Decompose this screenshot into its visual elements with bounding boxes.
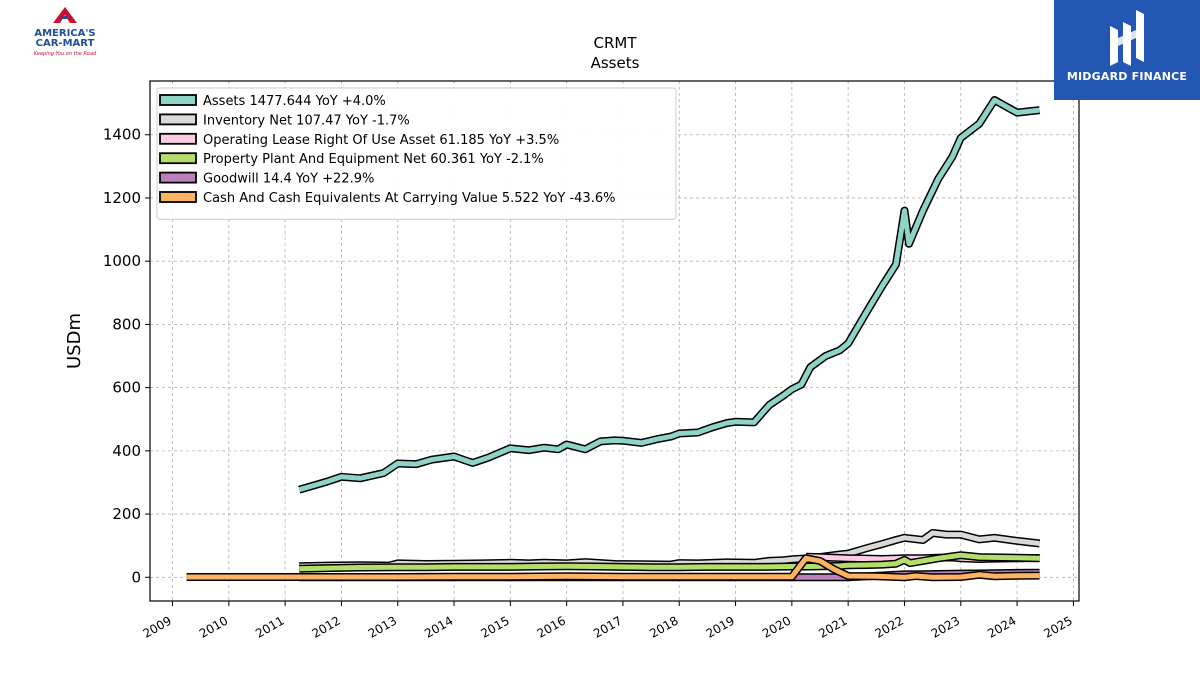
- series-line: [298, 97, 1040, 493]
- legend-swatch: [159, 132, 197, 145]
- legend-swatch: [159, 191, 197, 203]
- plot-frame: [149, 80, 1080, 602]
- legend-swatch: [159, 152, 197, 165]
- logo-right-text: MIDGARD FINANCE: [1066, 70, 1188, 83]
- x-tick-label: 2021: [816, 613, 849, 640]
- x-tick-label: 2025: [1041, 613, 1074, 640]
- x-tick-label: 2020: [760, 613, 793, 640]
- x-tick-label: 2024: [985, 613, 1018, 640]
- midgard-finance-logo: MIDGARD FINANCE: [1054, 0, 1200, 100]
- chart-title: CRMT: [593, 34, 637, 52]
- x-tick-label: 2023: [929, 613, 962, 640]
- legend-box: [156, 87, 677, 220]
- series-line: [299, 552, 1040, 572]
- logo-left-line1: AMERICA'S: [34, 28, 96, 39]
- logo-left-tagline: Keeping You on the Road: [33, 51, 97, 57]
- legend-swatch: [159, 94, 197, 106]
- y-tick-label: 0: [131, 568, 141, 586]
- x-tick-label: 2016: [535, 613, 568, 640]
- x-tick-label: 2015: [478, 613, 511, 640]
- legend-label: Assets 1477.644 YoY +4.0%: [203, 94, 386, 109]
- y-tick-label: 400: [112, 442, 141, 460]
- y-tick-label: 800: [112, 315, 141, 333]
- x-tick-label: 2011: [253, 613, 286, 640]
- y-tick-label: 1200: [103, 189, 141, 207]
- legend-label: Inventory Net 107.47 YoY -1.7%: [203, 113, 410, 128]
- logo-left-line2: CAR-MART: [35, 38, 95, 49]
- series-line: [186, 555, 1040, 580]
- x-tick-label: 2009: [141, 613, 174, 640]
- x-tick-label: 2019: [704, 613, 737, 640]
- legend-label: Goodwill 14.4 YoY +22.9%: [203, 172, 374, 187]
- y-tick-label: 200: [112, 505, 141, 523]
- y-tick-label: 1000: [103, 252, 141, 270]
- x-tick-label: 2014: [422, 613, 455, 640]
- legend: Assets 1477.644 YoY +4.0% Inventory Net 1…: [156, 87, 677, 220]
- x-tick-label: 2010: [197, 613, 230, 640]
- x-tick-label: 2018: [647, 613, 680, 640]
- legend-label: Property Plant And Equipment Net 60.361 …: [203, 152, 544, 167]
- y-tick-label: 1400: [103, 126, 141, 144]
- midgard-emblem-icon: [1110, 10, 1144, 66]
- y-axis-label: USDm: [64, 313, 85, 369]
- car-mart-emblem-icon: [53, 7, 77, 23]
- series-layer: [186, 96, 1041, 582]
- legend-label: Cash And Cash Equivalents At Carrying Va…: [203, 191, 615, 206]
- y-tick-label: 600: [112, 379, 141, 397]
- americas-car-mart-logo: AMERICA'S CAR-MART Keeping You on the Ro…: [28, 6, 102, 58]
- x-tick-label: 2022: [873, 613, 906, 640]
- legend-swatch: [159, 171, 197, 184]
- x-tick-label: 2012: [309, 613, 342, 640]
- legend-label: Operating Lease Right Of Use Asset 61.18…: [203, 133, 559, 148]
- x-tick-label: 2017: [591, 613, 624, 640]
- legend-swatch: [159, 113, 197, 126]
- x-tick-label: 2013: [366, 613, 399, 640]
- chart-subtitle: Assets: [591, 54, 640, 72]
